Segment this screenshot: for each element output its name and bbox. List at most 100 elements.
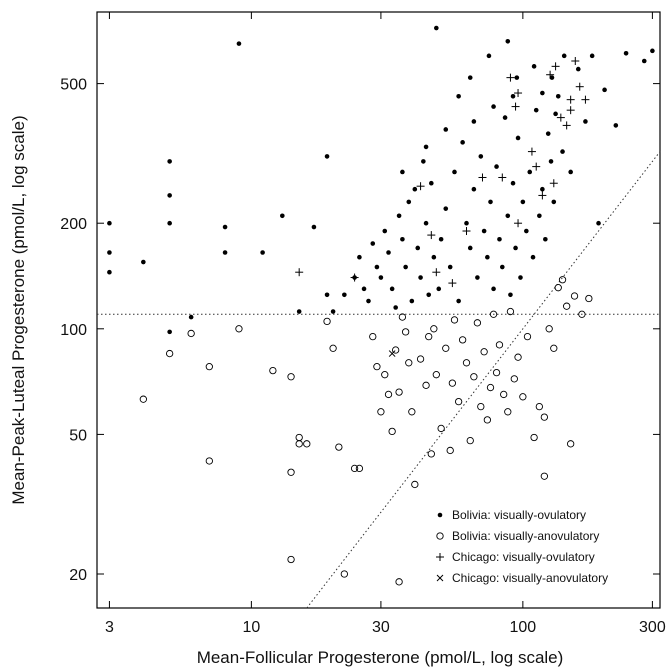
open-circle-point [563, 302, 571, 310]
open-circle-point [500, 390, 508, 399]
y-tick-label: 50 [69, 427, 87, 444]
dot-point [167, 220, 172, 226]
dot-point [443, 127, 449, 132]
dot-point [515, 135, 521, 141]
x-tick-label: 100 [510, 619, 537, 636]
plus-point [350, 273, 359, 282]
open-circle-point [492, 368, 501, 377]
dot-point [370, 241, 376, 246]
plus-point [432, 268, 441, 277]
plus-point [546, 70, 555, 79]
open-circle-point [506, 307, 515, 316]
dot-point [527, 169, 533, 175]
legend-label: Bolivia: visually-ovulatory [452, 508, 586, 522]
open-circle-point [287, 373, 295, 381]
dot-point [548, 159, 554, 164]
open-circle-point [483, 416, 492, 424]
open-circle-point [448, 379, 457, 387]
dot-point [460, 140, 465, 145]
dot-point [486, 53, 492, 59]
open-circle-point [540, 472, 549, 480]
dot-point [508, 292, 513, 298]
dot-point [641, 58, 647, 64]
plus-point [566, 95, 575, 104]
open-circle-point [295, 433, 303, 442]
y-tick-label: 100 [60, 322, 87, 339]
open-circle-point [373, 363, 381, 371]
open-circle-point [187, 329, 195, 338]
dot-point [393, 305, 398, 310]
dot-point [471, 186, 477, 192]
dot-point [357, 254, 362, 260]
dot-point [537, 213, 542, 219]
dot-point [361, 286, 367, 292]
open-circle-point [510, 375, 518, 383]
dot-point [553, 111, 558, 117]
open-circle-point [335, 443, 343, 451]
open-circle-point [486, 383, 495, 392]
dot-point [491, 286, 496, 292]
dot-point [374, 264, 380, 270]
open-circle-point [384, 390, 393, 399]
dot-point [382, 228, 388, 234]
dot-point [412, 186, 418, 192]
dot-point [415, 245, 421, 251]
dot-point [431, 254, 437, 260]
open-circle-point [287, 555, 295, 564]
dot-point [613, 123, 619, 128]
x-tick-label: 3 [105, 619, 114, 636]
open-circle-point [405, 359, 413, 367]
open-circle-point [558, 276, 567, 284]
open-circle-point [295, 440, 303, 448]
open-circle-point [350, 464, 359, 473]
dot-point [602, 87, 607, 93]
dot-point [475, 275, 480, 280]
open-circle-point [166, 349, 174, 358]
open-circle-point [422, 381, 430, 389]
open-circle-point [401, 328, 410, 336]
plus-point [538, 191, 547, 200]
dot-point [188, 314, 194, 320]
dot-point [551, 199, 557, 205]
open-circle-point [504, 408, 512, 416]
plus-point [498, 173, 507, 182]
open-circle-point [205, 457, 213, 465]
dot-point [434, 25, 439, 31]
y-tick-label: 500 [60, 77, 87, 94]
dot-point [330, 309, 336, 314]
legend-label: Bolivia: visually-anovulatory [452, 529, 599, 543]
dot-point [494, 164, 499, 169]
open-circle-point [462, 359, 471, 367]
dot-point [500, 264, 505, 270]
dot-point [296, 309, 302, 314]
dot-point [429, 180, 434, 186]
plus-point [527, 147, 536, 156]
dot-point [491, 104, 496, 109]
dot-point [518, 275, 523, 280]
dot-point [396, 213, 402, 219]
dot-point [471, 119, 477, 124]
open-circle-point [398, 313, 407, 321]
open-circle-point [514, 353, 522, 361]
dot-point [575, 66, 581, 72]
open-circle-point [388, 427, 396, 436]
data-points [107, 25, 655, 586]
open-circle-point [416, 355, 425, 363]
dot-point [589, 53, 595, 59]
open-circle-point [427, 450, 435, 458]
y-tick-label: 20 [69, 567, 87, 584]
plot-frame [96, 11, 661, 609]
open-circle-point [437, 424, 445, 433]
dot-point [540, 90, 545, 96]
plus-point [551, 62, 560, 71]
legend-x-marker [436, 574, 444, 582]
open-circle-point [303, 440, 311, 448]
legend-label: Chicago: visually-anovulatory [452, 571, 608, 585]
open-circle-point [470, 373, 478, 381]
open-circle-point [578, 310, 586, 318]
dot-point [342, 292, 347, 298]
open-circle-point [425, 332, 433, 341]
plus-point [581, 95, 590, 104]
diagonal-identity-line [306, 151, 661, 609]
